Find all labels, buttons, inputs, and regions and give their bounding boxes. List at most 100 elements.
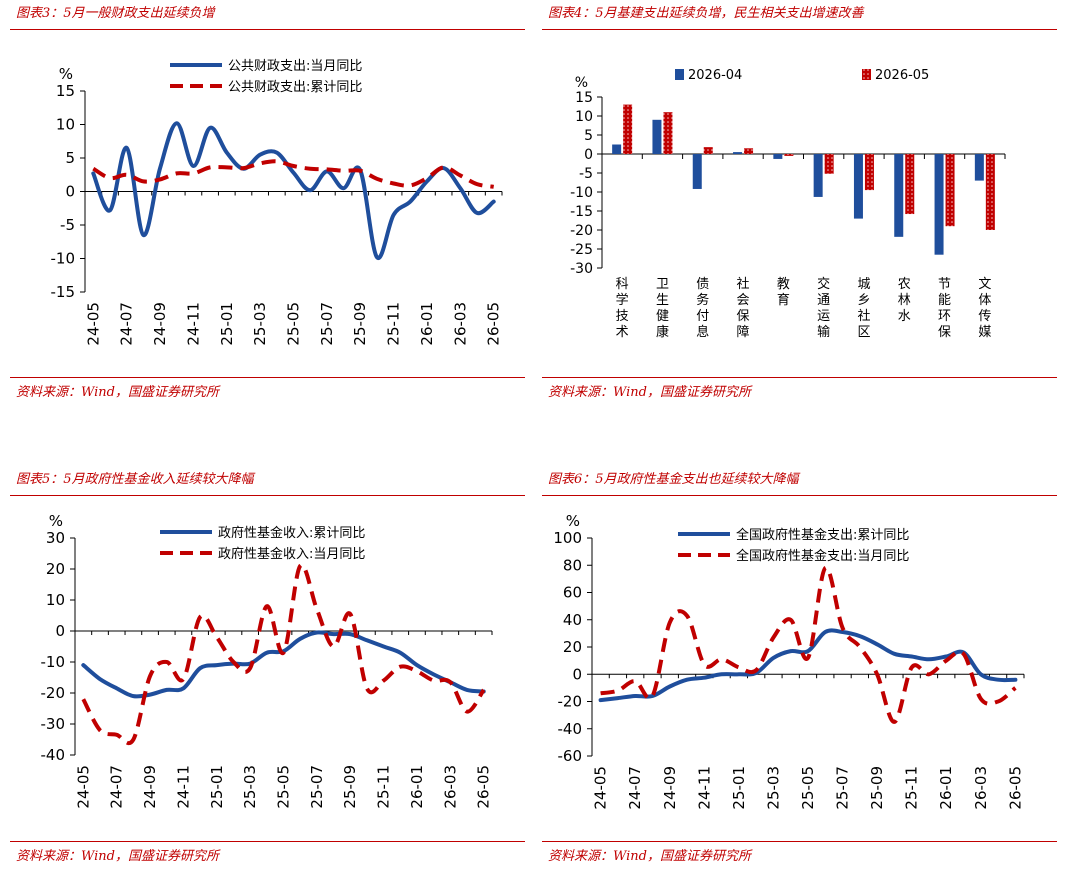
category-label-char: 社 [737, 276, 750, 292]
legend-label: 公共财政支出:当月同比 [228, 59, 362, 74]
x-tick-label: 26-05 [475, 765, 493, 809]
chart-panel-2: 图表4：5月基建支出延续负增，民生相关支出增速改善 % 15 10 5 0 -5 -10 -1… [542, 0, 1057, 410]
title-rule [10, 495, 525, 496]
category-label-char: 育 [777, 292, 790, 308]
source-note: 资料来源：Wind，国盛证券研究所 [16, 849, 219, 864]
source-note: 资料来源：Wind，国盛证券研究所 [16, 385, 219, 400]
category-label-char: 林 [898, 293, 911, 308]
y-tick-label: -10 [41, 653, 66, 671]
legend-label: 公共财政支出:累计同比 [228, 80, 362, 95]
x-tick-label: 25-05 [285, 302, 303, 346]
y-tick-label: -40 [558, 720, 583, 738]
source-rule [10, 377, 525, 378]
y-tick-label: -20 [570, 223, 593, 239]
x-tick-label: 25-01 [218, 302, 236, 346]
y-tick-label: 10 [575, 109, 593, 125]
x-tick-label: 24-09 [151, 302, 169, 346]
source-rule [542, 841, 1057, 842]
y-tick-label: 5 [584, 128, 593, 144]
y-tick-label: -5 [579, 166, 593, 182]
y-tick-label: 15 [575, 90, 593, 106]
x-tick-label: 25-05 [799, 766, 817, 810]
series-line-1 [81, 630, 486, 699]
y-tick-label: 100 [553, 529, 582, 547]
y-tick-label: 40 [563, 611, 582, 629]
x-tick-label: 26-05 [485, 302, 503, 346]
y-tick-label: -10 [570, 185, 593, 201]
y-tick-label: 0 [584, 147, 593, 163]
y-tick-label: -20 [41, 684, 66, 702]
source-note: 资料来源：Wind，国盛证券研究所 [548, 385, 751, 400]
y-tick-label: 0 [55, 622, 65, 640]
x-tick-label: 24-07 [108, 765, 126, 809]
x-tick-label: 25-07 [308, 765, 326, 809]
source-rule [542, 377, 1057, 378]
y-tick-label: 60 [563, 584, 582, 602]
y-tick-label: -20 [558, 693, 583, 711]
x-tick-label: 26-01 [418, 302, 436, 346]
bar-1-6 [813, 154, 823, 197]
category-label-char: 乡 [857, 293, 870, 308]
category-label-char: 保 [737, 309, 750, 324]
x-tick-label: 24-11 [695, 766, 713, 810]
legend-label: 全国政府性基金支出:累计同比 [736, 527, 909, 543]
x-tick-label: 25-09 [868, 766, 886, 810]
x-tick-label: 24-05 [84, 302, 102, 346]
bar-1-3 [692, 154, 702, 189]
category-label-char: 务 [696, 292, 709, 308]
category-label-char: 付 [696, 309, 709, 324]
series-line-2 [600, 565, 1017, 724]
x-tick-label: 24-07 [626, 766, 644, 810]
y-tick-label: -5 [60, 216, 75, 234]
category-label-char: 科 [616, 277, 629, 292]
category-label-char: 技 [616, 309, 629, 324]
y-tick-label: 10 [46, 591, 65, 609]
line-chart-fiscal-expenditure: %15 10 5 0 -5 -10 -15 24-05 24-07 24-09 24-11 25-01… [51, 59, 503, 346]
x-tick-label: 25-07 [834, 766, 852, 810]
x-tick-label: 26-01 [937, 766, 955, 810]
line-chart-fund-expenditure: %100 80 60 40 20 0 -20 -40 -60 24-05 24-07 24-09 24-… [553, 512, 1025, 810]
chart-panel-4: 图表6：5月政府性基金支出也延续较大降幅 % 100 80 60 40 20 0 -20 -40… [542, 466, 1057, 869]
source-rule [10, 841, 525, 842]
line-chart-fund-revenue: %30 20 10 0 -10 -20 -30 -40 24-05 24-07 24-09 24-11… [41, 512, 493, 809]
category-label-char: 息 [696, 324, 709, 340]
category-label-char: 康 [656, 324, 669, 340]
category-label-char: 能 [938, 293, 951, 308]
panel-title: 图表5：5月政府性基金收入延续较大降幅 [16, 472, 254, 487]
y-tick-label: 20 [46, 560, 65, 578]
x-tick-label: 25-07 [318, 302, 336, 346]
y-unit-label: % [566, 512, 580, 530]
x-tick-label: 25-09 [351, 302, 369, 346]
category-label-char: 农 [898, 277, 911, 292]
source-note: 资料来源：Wind，国盛证券研究所 [548, 849, 751, 864]
category-label-char: 输 [817, 324, 830, 340]
category-label-char: 学 [616, 292, 629, 308]
x-tick-label: 24-09 [141, 765, 159, 809]
category-label-char: 文 [978, 277, 991, 292]
bar-2-2 [663, 112, 673, 154]
bar-2-1 [623, 104, 633, 154]
bar-2-3 [703, 147, 713, 154]
y-tick-label: -60 [558, 747, 583, 765]
category-label-char: 水 [898, 309, 911, 324]
y-tick-label: 5 [65, 149, 75, 167]
category-label-char: 交 [817, 276, 830, 292]
x-tick-label: 25-11 [375, 765, 393, 809]
legend-swatch [675, 69, 684, 80]
panel-title: 图表4：5月基建支出延续负增，民生相关支出增速改善 [548, 6, 864, 21]
x-tick-label: 26-05 [1006, 766, 1024, 810]
y-tick-label: 80 [563, 556, 582, 574]
category-label-char: 术 [616, 325, 629, 340]
y-tick-label: 20 [563, 638, 582, 656]
x-tick-label: 26-03 [451, 302, 469, 346]
bar-1-7 [853, 154, 863, 219]
y-tick-label: -10 [51, 250, 76, 268]
category-label-char: 媒 [978, 325, 991, 340]
legend-label: 政府性基金收入:累计同比 [218, 525, 365, 541]
bar-1-5 [773, 154, 783, 159]
legend-label: 2026-05 [875, 68, 929, 83]
y-unit-label: % [575, 75, 588, 91]
chart-panel-1: 图表3：5月一般财政支出延续负增 % 15 10 5 0 -5 -10 -15 24-05 24-… [10, 0, 525, 410]
category-label-char: 社 [857, 308, 870, 324]
category-label-char: 卫 [656, 277, 669, 292]
